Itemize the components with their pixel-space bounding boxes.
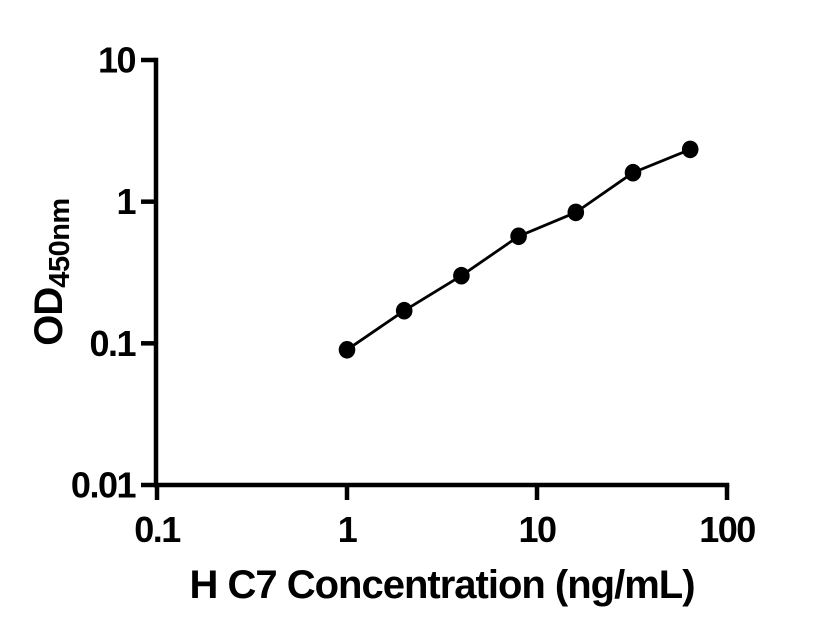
y-axis-title-subscript: 450nm <box>44 198 76 287</box>
y-axis-title: OD450nm <box>27 198 76 345</box>
data-point <box>453 266 470 285</box>
data-point <box>567 203 585 222</box>
x-tick-label: 100 <box>699 509 755 550</box>
data-point <box>681 140 699 159</box>
x-tick-label: 1 <box>338 509 358 550</box>
data-point <box>395 301 413 320</box>
x-axis-title: H C7 Concentration (ng/mL) <box>189 563 694 607</box>
data-point <box>338 341 356 359</box>
y-tick-label: 0.01 <box>71 465 137 506</box>
y-axis-title-main: OD <box>27 288 71 346</box>
y-tick-label: 0.1 <box>89 323 136 364</box>
data-point <box>624 163 642 182</box>
y-tick-label: 1 <box>116 181 136 222</box>
axis-ticks <box>141 57 730 500</box>
curve-line <box>345 148 692 352</box>
x-tick-label: 10 <box>518 509 556 550</box>
axes <box>153 57 730 488</box>
x-tick-label: 0.1 <box>134 509 181 550</box>
y-tick-label: 10 <box>98 40 136 81</box>
data-point <box>510 227 527 246</box>
data-series <box>338 140 699 359</box>
